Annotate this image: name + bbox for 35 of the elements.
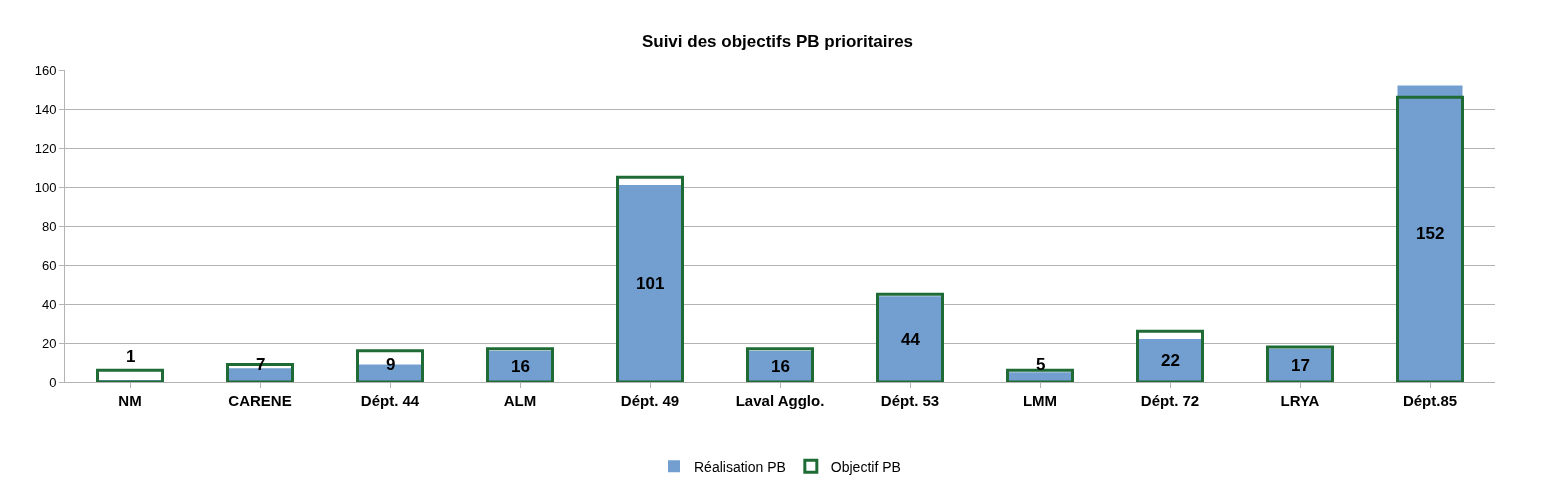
y-tick-label: 80 (41, 218, 57, 234)
data-label: 16 (511, 357, 530, 376)
x-tick-label: ALM (503, 392, 537, 409)
legend-label: Objectif PB (830, 458, 901, 475)
data-label: 101 (636, 274, 665, 293)
x-tick-label: Dépt. 44 (360, 392, 420, 409)
bar (96, 368, 164, 382)
data-label: 16 (771, 357, 790, 376)
data-label: 1 (126, 347, 136, 366)
bar (1006, 368, 1074, 382)
chart-title: Suivi des objectifs PB prioritaires (641, 31, 914, 51)
bar (1136, 329, 1204, 382)
data-label: 17 (1291, 356, 1310, 375)
x-tick-label: Laval Agglo. (735, 392, 825, 409)
x-tick-label: NM (118, 392, 142, 409)
y-tick-label: 20 (41, 335, 57, 351)
legend-label: Réalisation PB (694, 458, 786, 475)
y-tick-label: 60 (41, 257, 57, 273)
y-tick-label: 100 (34, 179, 57, 195)
y-tick-label: 160 (34, 62, 57, 78)
x-tick-label: Dépt. 53 (880, 392, 940, 409)
x-tick-label: Dépt.85 (1402, 392, 1458, 409)
x-tick-label: Dépt. 72 (1140, 392, 1200, 409)
bar (356, 349, 424, 382)
y-tick-label: 40 (41, 296, 57, 312)
x-tick-label: Dépt. 49 (620, 392, 680, 409)
data-label: 44 (901, 330, 921, 349)
y-tick-label: 0 (49, 374, 57, 390)
data-label: 152 (1416, 224, 1445, 243)
x-tick-label: CARENE (228, 392, 292, 409)
y-tick-label: 120 (34, 140, 57, 156)
data-label: 22 (1161, 351, 1180, 370)
x-tick-label: LRYA (1280, 392, 1320, 409)
y-tick-label: 140 (34, 101, 57, 117)
x-tick-label: LMM (1022, 392, 1058, 409)
